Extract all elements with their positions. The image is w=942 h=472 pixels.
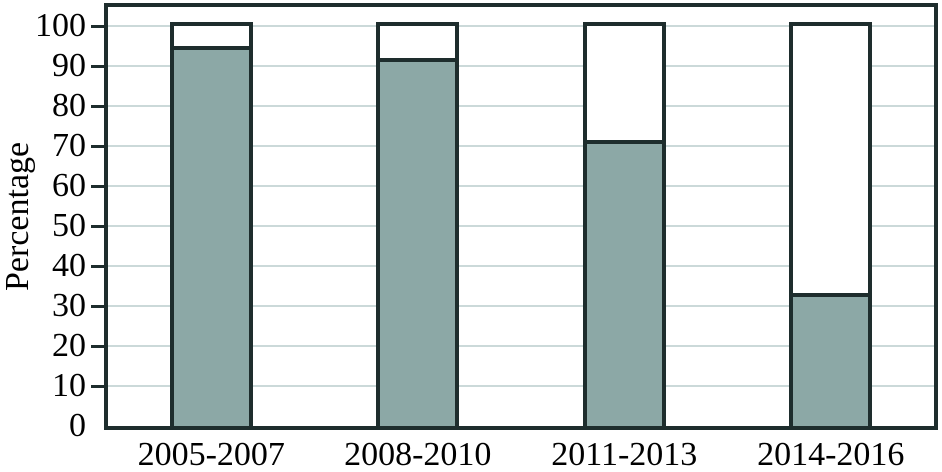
gridline-60 [108, 185, 934, 187]
gridline-10 [108, 385, 934, 387]
y-tick-label-10: 10 [52, 367, 86, 404]
bar-shaded-segment-2011-2013 [586, 140, 662, 426]
y-tick-label-0: 0 [69, 407, 86, 444]
plot-area [104, 3, 938, 430]
y-tick-50 [91, 225, 104, 228]
x-category-label-2011-2013: 2011-2013 [551, 436, 698, 472]
y-tick-90 [91, 65, 104, 68]
gridline-100 [108, 25, 934, 27]
bar-2008-2010 [376, 22, 460, 426]
bar-2005-2007 [169, 22, 253, 426]
x-category-label-2008-2010: 2008-2010 [344, 436, 492, 472]
x-category-label-2014-2016: 2014-2016 [757, 436, 905, 472]
y-tick-10 [91, 385, 104, 388]
y-tick-label-20: 20 [52, 327, 86, 364]
y-tick-80 [91, 105, 104, 108]
y-tick-100 [91, 25, 104, 28]
y-tick-40 [91, 265, 104, 268]
bar-shaded-segment-2014-2016 [793, 292, 869, 426]
y-tick-label-70: 70 [52, 127, 86, 164]
y-tick-20 [91, 345, 104, 348]
y-tick-label-90: 90 [52, 47, 86, 84]
y-tick-label-40: 40 [52, 247, 86, 284]
y-tick-label-50: 50 [52, 207, 86, 244]
y-tick-label-80: 80 [52, 87, 86, 124]
bar-shaded-segment-2008-2010 [380, 58, 456, 426]
y-tick-label-30: 30 [52, 287, 86, 324]
y-tick-label-60: 60 [52, 167, 86, 204]
bar-2014-2016 [789, 22, 873, 426]
gridline-70 [108, 145, 934, 147]
bar-2011-2013 [582, 22, 666, 426]
y-tick-70 [91, 145, 104, 148]
y-tick-label-100: 100 [35, 7, 86, 44]
gridline-90 [108, 65, 934, 67]
gridline-30 [108, 305, 934, 307]
bar-shaded-segment-2005-2007 [173, 46, 249, 426]
gridline-50 [108, 225, 934, 227]
gridline-40 [108, 265, 934, 267]
x-category-label-2005-2007: 2005-2007 [137, 436, 285, 472]
gridline-20 [108, 345, 934, 347]
y-tick-60 [91, 185, 104, 188]
y-tick-30 [91, 305, 104, 308]
gridline-80 [108, 105, 934, 107]
